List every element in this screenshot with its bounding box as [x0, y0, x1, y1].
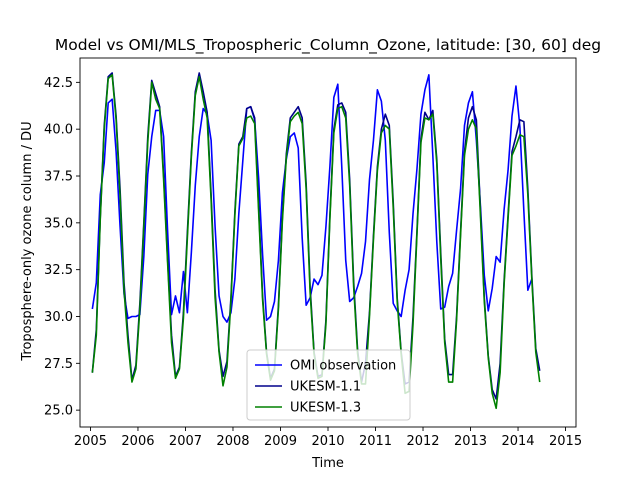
y-tick-label: 25.0 [44, 404, 73, 419]
y-tick-label: 27.5 [44, 357, 73, 372]
y-tick-label: 37.5 [44, 170, 73, 185]
legend-label-1: UKESM-1.1 [290, 380, 361, 395]
chart-title: Model vs OMI/MLS_Tropospheric_Column_Ozo… [55, 36, 601, 55]
series-line-0 [91, 74, 533, 323]
x-tick-label: 2015 [549, 434, 582, 449]
x-tick-label: 2008 [216, 434, 249, 449]
x-tick-label: 2005 [74, 434, 107, 449]
y-axis-title: Troposphere-only ozone column / DU [20, 121, 35, 361]
x-tick-label: 2014 [501, 434, 534, 449]
axes: 2005 2006 2007 2008 2009 2010 2011 2012 2013 2014… [44, 57, 582, 449]
y-tick-label: 35.0 [44, 216, 73, 231]
legend: OMI observation UKESM-1.1 UKESM-1.3 [246, 349, 411, 421]
legend-label-0: OMI observation [290, 359, 396, 374]
x-tick-label: 2013 [454, 434, 487, 449]
y-tick-label: 40.0 [44, 123, 73, 138]
y-tick-label: 30.0 [44, 310, 73, 325]
x-tick-label: 2009 [264, 434, 297, 449]
y-tick-label: 42.5 [44, 76, 73, 91]
x-tick-label: 2010 [311, 434, 344, 449]
x-tick-label: 2007 [169, 434, 202, 449]
legend-label-2: UKESM-1.3 [290, 401, 361, 416]
x-tick-label: 2012 [406, 434, 439, 449]
x-tick-label: 2006 [121, 434, 154, 449]
legend-box [246, 349, 411, 421]
x-tick-label: 2011 [359, 434, 392, 449]
x-axis-title: Time [311, 456, 344, 471]
y-tick-label: 32.5 [44, 263, 73, 278]
